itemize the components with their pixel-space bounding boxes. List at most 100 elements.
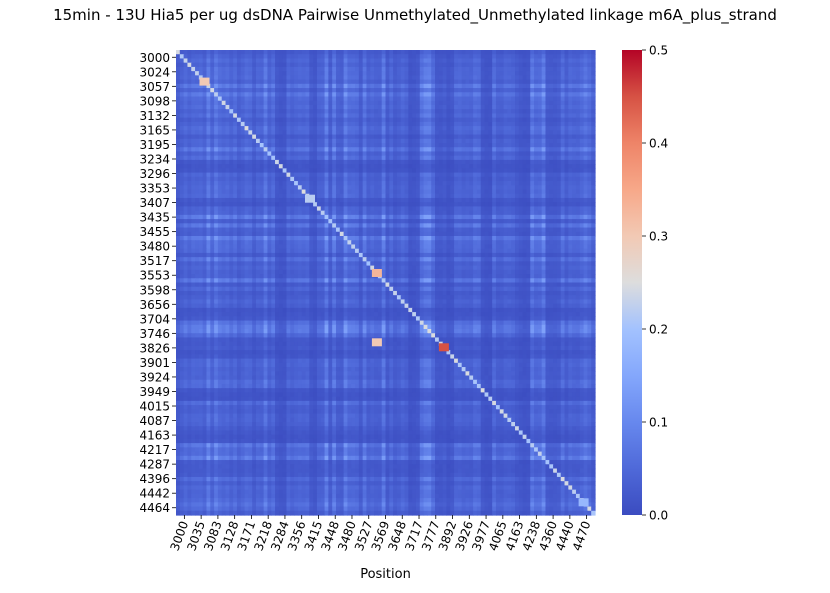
heatmap-cell [225,75,230,81]
heatmap-cell [423,231,428,237]
heatmap-cell [522,210,528,216]
heatmap-cell [297,143,303,148]
heatmap-cell [507,151,512,157]
heatmap-cell [370,96,375,102]
heatmap-cell [179,210,185,216]
heatmap-cell [217,104,223,110]
heatmap-cell [530,189,535,195]
heatmap-cell [419,164,425,169]
heatmap-cell [316,151,322,157]
heatmap-cell [214,164,219,169]
heatmap-cell [423,83,428,89]
heatmap-cell [377,202,383,208]
heatmap-cell [217,126,223,131]
heatmap-cell [492,62,497,68]
heatmap-cell [545,134,550,140]
heatmap-cell [301,214,307,220]
heatmap-cell [556,231,562,237]
heatmap-cell [518,134,524,140]
heatmap-cell [568,185,573,191]
heatmap-cell [347,159,352,165]
heatmap-cell [236,176,242,182]
heatmap-cell [214,193,219,199]
heatmap-cell [541,151,547,157]
heatmap-cell [518,100,524,106]
heatmap-cell [454,100,459,106]
heatmap-cell [267,83,272,89]
heatmap-cell [320,151,326,157]
heatmap-cell [320,210,326,216]
heatmap-cell [473,117,478,123]
heatmap-cell [328,88,333,93]
heatmap-cell [282,117,288,123]
heatmap-cell [267,79,272,85]
heatmap-cell [275,54,280,60]
heatmap-cell [545,104,550,110]
heatmap-cell [370,151,375,157]
heatmap-cell [545,176,550,182]
heatmap-cell [415,126,421,131]
heatmap-cell [332,168,337,174]
heatmap-cell [381,96,387,102]
heatmap-cell [233,50,238,55]
heatmap-cell [275,210,280,216]
heatmap-cell [469,143,474,148]
heatmap-cell [587,155,592,161]
heatmap-cell [275,134,280,140]
heatmap-cell [290,164,295,169]
heatmap-cell [556,117,562,123]
heatmap-cell [438,155,444,161]
heatmap-cell [267,88,272,93]
heatmap-cell [454,206,459,212]
heatmap-cell [442,219,448,224]
heatmap-cell [518,223,524,229]
heatmap-cell [355,138,360,144]
heatmap-cell [198,143,204,148]
heatmap-cell [343,143,349,148]
heatmap-cell [431,130,436,136]
heatmap-cell [423,138,428,144]
heatmap-cell [537,54,543,60]
heatmap-cell [275,193,280,199]
heatmap-cell [408,189,413,195]
heatmap-cell [499,172,505,178]
heatmap-cell [591,202,596,208]
heatmap-cell [297,231,303,237]
heatmap-cell [415,206,421,212]
heatmap-cell [556,236,562,241]
heatmap-cell [305,172,310,178]
heatmap-cell [393,210,398,216]
heatmap-cell [202,172,208,178]
heatmap-cell [195,155,200,161]
heatmap-cell [530,236,535,241]
heatmap-cell [355,88,360,93]
heatmap-cell [362,189,368,195]
heatmap-cell [587,214,592,220]
heatmap-cell [313,66,318,72]
heatmap-cell [431,164,436,169]
heatmap-cell [217,71,223,76]
heatmap-cell [461,88,467,93]
heatmap-cell [233,155,238,161]
heatmap-cell [480,227,486,233]
heatmap-cell [499,159,505,165]
heatmap-cell [564,202,569,208]
heatmap-cell [530,206,535,212]
heatmap-cell [522,130,528,136]
heatmap-cell [465,143,470,148]
heatmap-cell [191,109,196,115]
heatmap-cell [290,214,295,220]
heatmap-cell [568,62,573,68]
heatmap-cell [564,168,569,174]
heatmap-cell [438,206,444,212]
heatmap-cell [469,113,474,119]
heatmap-cell [587,164,592,169]
heatmap-cell [461,223,467,229]
heatmap-cell [294,155,299,161]
heatmap-cell [244,143,249,148]
heatmap-cell [221,117,227,123]
heatmap-cell [381,130,387,136]
heatmap-cell [351,58,356,64]
heatmap-cell [351,66,356,72]
heatmap-cell [465,121,470,127]
